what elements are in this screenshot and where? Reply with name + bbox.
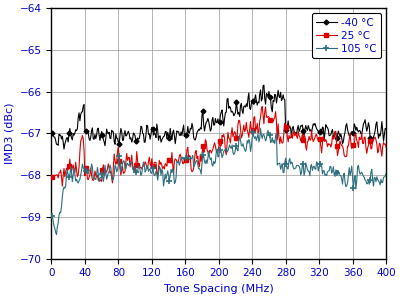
Line: 105 °C: 105 °C — [49, 125, 389, 238]
-40 °C — [262, 83, 266, 87]
105 °C — [258, 127, 263, 130]
105 °C — [262, 133, 266, 136]
25 °C — [384, 145, 388, 149]
-40 °C — [261, 84, 266, 88]
25 °C — [60, 184, 65, 188]
25 °C — [50, 175, 55, 179]
Line: -40 °C: -40 °C — [50, 83, 388, 151]
-40 °C — [62, 147, 66, 151]
25 °C — [160, 164, 164, 167]
-40 °C — [50, 131, 55, 135]
Y-axis label: IMD3 (dBc): IMD3 (dBc) — [4, 103, 14, 164]
25 °C — [260, 105, 265, 108]
105 °C — [294, 164, 299, 167]
105 °C — [292, 167, 297, 170]
105 °C — [54, 232, 59, 236]
Legend: -40 °C, 25 °C, 105 °C: -40 °C, 25 °C, 105 °C — [312, 13, 381, 58]
-40 °C — [384, 127, 388, 131]
105 °C — [384, 172, 388, 175]
25 °C — [262, 122, 266, 126]
-40 °C — [183, 134, 188, 138]
105 °C — [50, 214, 55, 218]
25 °C — [294, 134, 299, 138]
X-axis label: Tone Spacing (MHz): Tone Spacing (MHz) — [164, 284, 274, 294]
-40 °C — [294, 132, 299, 136]
-40 °C — [91, 137, 96, 141]
25 °C — [91, 179, 96, 182]
105 °C — [183, 157, 188, 160]
105 °C — [160, 167, 164, 171]
105 °C — [91, 176, 96, 180]
Line: 25 °C: 25 °C — [50, 104, 388, 189]
25 °C — [183, 158, 188, 162]
-40 °C — [160, 138, 164, 142]
-40 °C — [292, 131, 297, 135]
25 °C — [292, 134, 297, 138]
